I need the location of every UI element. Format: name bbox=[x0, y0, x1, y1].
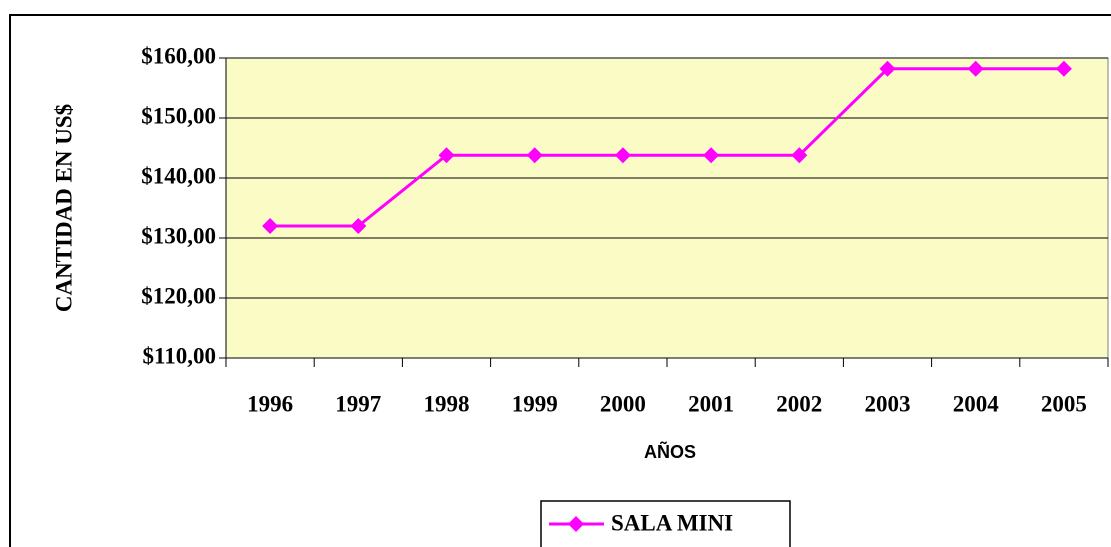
legend-label: SALA MINI bbox=[611, 510, 733, 535]
data-point bbox=[526, 147, 543, 164]
y-tick-label: $130,00 bbox=[141, 223, 216, 248]
data-point bbox=[791, 147, 808, 164]
x-tick-label: 1999 bbox=[512, 391, 558, 416]
data-point bbox=[879, 60, 896, 77]
data-point bbox=[350, 218, 367, 234]
legend-marker bbox=[568, 516, 584, 532]
series-line bbox=[270, 67, 1064, 228]
x-axis-label: AÑOS bbox=[644, 441, 696, 462]
y-tick-label: $110,00 bbox=[143, 343, 216, 368]
x-tick-label: 1997 bbox=[335, 391, 381, 416]
data-point bbox=[438, 147, 455, 164]
x-tick-label: 2000 bbox=[600, 391, 646, 416]
data-point bbox=[703, 147, 720, 164]
y-tick-label: $150,00 bbox=[141, 103, 216, 128]
x-tick-label: 2005 bbox=[1041, 391, 1087, 416]
x-tick-label: 2003 bbox=[865, 391, 911, 416]
data-point bbox=[262, 218, 279, 234]
plot-area bbox=[225, 57, 1109, 359]
x-tick-label: 2001 bbox=[688, 391, 734, 416]
y-tick-label: $120,00 bbox=[141, 283, 216, 308]
x-tick-label: 1998 bbox=[424, 391, 470, 416]
x-tick-label: 1996 bbox=[247, 391, 293, 416]
y-tick-label: $160,00 bbox=[141, 43, 216, 68]
y-axis-label: CANTIDAD EN US$ bbox=[51, 104, 76, 312]
data-point bbox=[614, 147, 631, 164]
y-tick-label: $140,00 bbox=[141, 163, 216, 188]
data-point bbox=[967, 60, 984, 77]
data-point bbox=[1055, 60, 1072, 77]
x-tick-label: 2004 bbox=[953, 391, 1000, 416]
x-tick-label: 2002 bbox=[776, 391, 822, 416]
